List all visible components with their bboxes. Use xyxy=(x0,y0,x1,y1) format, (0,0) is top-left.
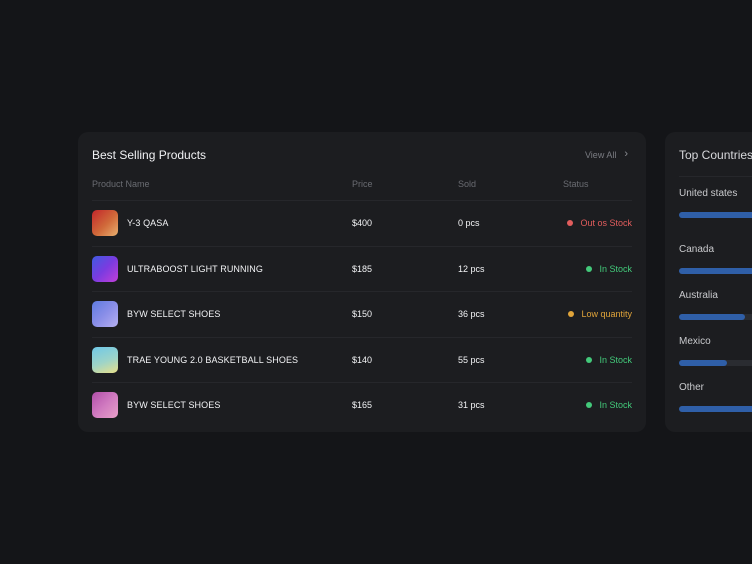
product-sold: 0 pcs xyxy=(458,218,480,228)
table-row[interactable]: ULTRABOOST LIGHT RUNNING $185 12 pcs In Sto… xyxy=(92,245,632,292)
product-price: $185 xyxy=(352,263,373,274)
status-label: In Stock xyxy=(599,400,632,410)
divider xyxy=(679,176,752,177)
country-item: Mexico xyxy=(679,336,752,366)
country-name: Mexico xyxy=(679,336,711,347)
country-progress-fill xyxy=(679,314,745,320)
country-item: Other xyxy=(679,382,752,412)
country-progress-fill xyxy=(679,212,752,218)
product-thumbnail xyxy=(92,392,118,418)
country-progress-bar xyxy=(679,360,752,366)
country-name: United states xyxy=(679,188,738,199)
status-badge: Low quantity xyxy=(568,309,632,319)
product-sold: 55 pcs xyxy=(458,354,485,365)
country-progress-bar xyxy=(679,268,752,274)
product-price: $165 xyxy=(352,400,373,410)
product-price: $400 xyxy=(352,218,373,228)
status-label: In Stock xyxy=(599,354,632,365)
country-progress-bar xyxy=(679,212,752,218)
country-progress-fill xyxy=(679,268,752,274)
top-countries-card: Top Countries United states Canada Austral… xyxy=(665,132,752,432)
country-name: Other xyxy=(679,382,705,393)
country-item: Australia xyxy=(679,290,752,320)
country-item: United states xyxy=(679,188,752,218)
status-label: In Stock xyxy=(599,263,632,274)
product-name: Y-3 QASA xyxy=(127,218,169,228)
status-dot-icon xyxy=(586,265,593,272)
product-price: $150 xyxy=(352,309,373,319)
column-header-product-name[interactable]: Product Name xyxy=(92,179,150,189)
status-label: Out os Stock xyxy=(580,218,632,228)
status-badge: In Stock xyxy=(586,400,632,410)
column-header-status[interactable]: Status xyxy=(563,179,589,189)
card-title: Best Selling Products xyxy=(92,148,207,162)
products-table-body: Y-3 QASA $400 0 pcs Out os Stock ULTRABOOST … xyxy=(78,200,646,428)
product-thumbnail xyxy=(92,210,118,236)
product-sold: 31 pcs xyxy=(458,400,485,410)
country-name: Australia xyxy=(679,290,718,301)
status-dot-icon xyxy=(586,402,593,408)
column-header-price[interactable]: Price xyxy=(352,179,373,189)
product-thumbnail xyxy=(92,255,118,282)
table-row[interactable]: TRAE YOUNG 2.0 BASKETBALL SHOES $140 55 pc… xyxy=(92,336,632,383)
country-progress-fill xyxy=(679,360,727,366)
country-name: Canada xyxy=(679,244,715,255)
status-dot-icon xyxy=(568,311,575,317)
card-title: Top Countries xyxy=(679,148,752,162)
country-progress-fill xyxy=(679,406,752,412)
status-badge: In Stock xyxy=(586,355,632,365)
product-price: $140 xyxy=(352,354,373,365)
product-name: BYW SELECT SHOES xyxy=(127,400,221,410)
view-all-link[interactable]: View All › xyxy=(585,149,628,160)
product-thumbnail xyxy=(92,346,118,373)
status-label: Low quantity xyxy=(581,309,632,319)
country-progress-bar xyxy=(679,406,752,412)
view-all-label: View All xyxy=(584,149,617,160)
table-row[interactable]: BYW SELECT SHOES $150 36 pcs Low quantity xyxy=(92,291,632,337)
table-row[interactable]: BYW SELECT SHOES $165 31 pcs In Stock xyxy=(92,382,632,428)
status-badge: Out os Stock xyxy=(567,218,632,228)
product-sold: 12 pcs xyxy=(458,263,485,274)
country-progress-bar xyxy=(679,314,752,320)
product-name: ULTRABOOST LIGHT RUNNING xyxy=(127,263,263,274)
best-selling-products-card: Best Selling Products View All › Product… xyxy=(78,132,646,432)
country-item: Canada xyxy=(679,244,752,274)
product-name: TRAE YOUNG 2.0 BASKETBALL SHOES xyxy=(127,354,299,365)
status-badge: In Stock xyxy=(586,264,632,274)
status-dot-icon xyxy=(586,356,593,363)
product-sold: 36 pcs xyxy=(458,309,485,319)
column-header-sold[interactable]: Sold xyxy=(458,179,477,189)
product-thumbnail xyxy=(92,301,118,327)
status-dot-icon xyxy=(567,220,574,226)
chevron-right-icon: › xyxy=(624,148,628,160)
product-name: BYW SELECT SHOES xyxy=(127,309,221,319)
table-row[interactable]: Y-3 QASA $400 0 pcs Out os Stock xyxy=(92,200,632,246)
